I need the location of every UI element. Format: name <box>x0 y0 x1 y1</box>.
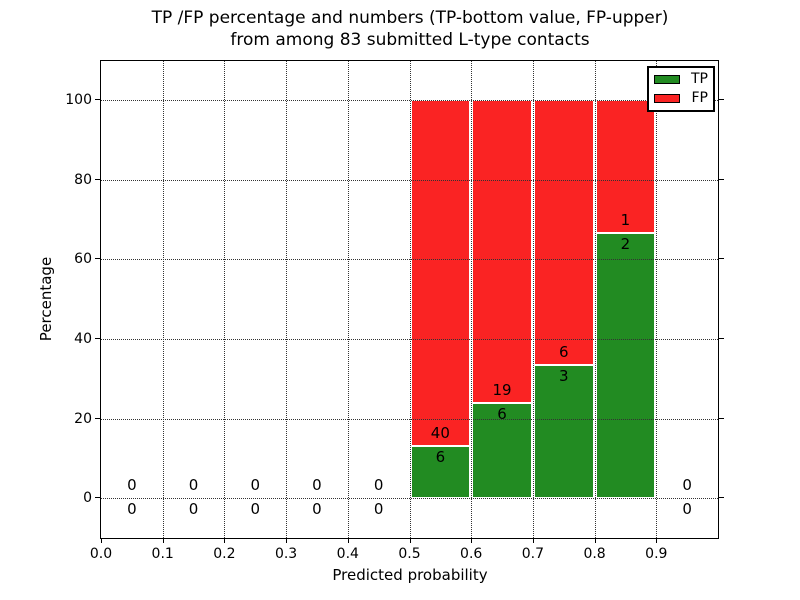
bar-count-label-tp: 0 <box>682 500 692 519</box>
x-tick-mark <box>410 538 411 543</box>
bar-count-label-tp: 0 <box>312 500 322 519</box>
y-tick-mark-left <box>95 417 100 419</box>
y-tick-label: 40 <box>74 330 92 347</box>
legend-item: TP <box>654 72 708 87</box>
plot-area: 0 0 0 0 0 0 0 0 0 0 40 6 19 6 6 3 1 2 0 0 TP FP <box>95 60 724 543</box>
bar-segment-fp <box>410 99 471 447</box>
grid-line-vertical <box>286 61 288 538</box>
y-tick-mark-right <box>719 497 724 499</box>
bar-count-label-fp: 1 <box>620 210 631 229</box>
x-tick-label: 0.9 <box>645 546 668 562</box>
x-tick-label: 0.4 <box>336 546 359 562</box>
x-tick-label: 0.1 <box>151 546 174 562</box>
x-tick-label: 0.2 <box>213 546 236 562</box>
y-tick-mark-left <box>95 497 100 499</box>
y-tick-mark-right <box>719 98 724 100</box>
x-tick-label: 0.5 <box>398 546 421 562</box>
y-tick-mark-right <box>719 417 724 419</box>
y-tick-label: 100 <box>65 91 92 108</box>
x-tick-mark <box>101 538 102 543</box>
chart-title-line1: TP /FP percentage and numbers (TP-bottom… <box>151 8 669 28</box>
grid-line-vertical <box>224 61 226 538</box>
bar-count-label-tp: 6 <box>497 404 507 423</box>
chart-title: TP /FP percentage and numbers (TP-bottom… <box>100 7 720 51</box>
y-tick-label: 0 <box>83 490 92 507</box>
x-axis-label: Predicted probability <box>332 566 488 584</box>
bar-count-label-tp: 6 <box>435 448 446 467</box>
bar-count-label-tp: 2 <box>620 234 631 253</box>
x-tick-mark <box>224 538 225 543</box>
bar-count-label-fp: 6 <box>558 343 569 362</box>
y-tick-mark-left <box>95 337 100 339</box>
y-tick-label: 20 <box>74 410 92 427</box>
y-tick-mark-left <box>95 258 100 260</box>
bar-segment-fp <box>472 99 532 403</box>
x-tick-mark <box>163 538 164 543</box>
bar-segment-tp <box>472 402 532 499</box>
bar-count-label-tp: 3 <box>558 367 569 386</box>
grid-line-vertical <box>409 61 411 538</box>
y-tick-mark-left <box>95 98 100 100</box>
bar-count-label-fp: 0 <box>188 476 199 495</box>
x-tick-mark <box>348 538 349 543</box>
y-tick-mark-right <box>719 258 724 260</box>
x-tick-mark <box>656 538 657 543</box>
bar-segment-fp <box>595 99 656 233</box>
chart-title-line2: from among 83 submitted L-type contacts <box>230 30 590 50</box>
bar-segment-tp <box>533 365 594 499</box>
y-tick-label: 80 <box>74 171 92 188</box>
bar-segment-tp <box>410 446 471 499</box>
grid-line-vertical <box>532 61 534 538</box>
grid-line-vertical <box>471 61 473 538</box>
bar-count-label-tp: 0 <box>250 500 261 519</box>
x-tick-mark <box>471 538 472 543</box>
legend-swatch-tp <box>654 75 680 84</box>
legend-item: FP <box>654 91 708 106</box>
bar-count-label-tp: 0 <box>373 500 384 519</box>
bar-count-label-tp: 0 <box>127 500 137 519</box>
x-tick-label: 0.8 <box>583 546 606 562</box>
legend-label: TP <box>691 71 708 87</box>
legend: TP FP <box>647 66 715 112</box>
y-tick-label: 60 <box>74 251 92 268</box>
bar-count-label-fp: 40 <box>430 424 450 443</box>
y-axis-label: Percentage <box>37 256 55 342</box>
bar-count-label-tp: 0 <box>188 500 199 519</box>
bar-count-label-fp: 19 <box>492 380 512 399</box>
x-tick-label: 0.3 <box>274 546 298 562</box>
y-tick-mark-right <box>719 337 724 339</box>
grid-line-vertical <box>594 61 596 538</box>
grid-line-vertical <box>656 61 658 538</box>
bar-count-label-fp: 0 <box>250 476 261 495</box>
x-tick-label: 0.0 <box>89 546 113 562</box>
x-tick-mark <box>286 538 287 543</box>
x-tick-label: 0.7 <box>521 546 545 562</box>
bar-count-label-fp: 0 <box>373 476 384 495</box>
legend-label: FP <box>691 90 709 106</box>
bar-segment-tp <box>595 232 656 499</box>
grid-line-vertical <box>162 61 164 538</box>
x-tick-mark <box>533 538 534 543</box>
legend-swatch-fp <box>654 94 680 103</box>
x-tick-label: 0.6 <box>460 546 483 562</box>
bar-count-label-fp: 0 <box>682 476 692 495</box>
x-tick-mark <box>595 538 596 543</box>
bar-count-label-fp: 0 <box>127 476 137 495</box>
y-tick-mark-right <box>719 178 724 180</box>
grid-line-vertical <box>347 61 349 538</box>
y-tick-mark-left <box>95 178 100 180</box>
bar-count-label-fp: 0 <box>312 476 322 495</box>
bar-segment-fp <box>533 99 594 366</box>
